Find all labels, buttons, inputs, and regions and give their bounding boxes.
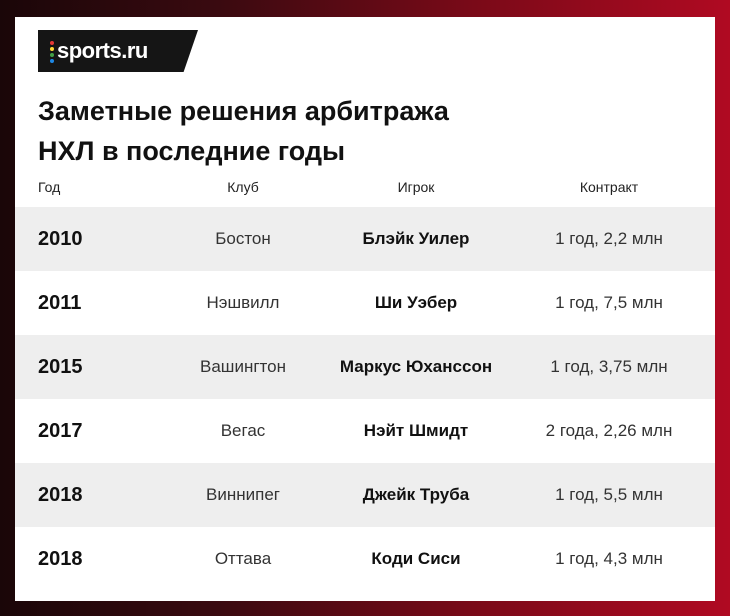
cell-year: 2017 (38, 420, 83, 442)
cell-club: Вегас (220, 421, 266, 440)
title-line-2: НХЛ в последние годы (38, 136, 346, 166)
cell-player: Коди Сиси (371, 549, 461, 568)
logo-dot-yellow (50, 47, 54, 51)
page-title: Заметные решения арбитража НХЛ в последн… (38, 91, 598, 171)
table-body: 2010 Бостон Блэйк Уилер 1 год, 2,2 млн 2… (15, 207, 715, 591)
cell-year: 2010 (38, 228, 83, 250)
logo-dot-red (50, 41, 54, 45)
title-line-1: Заметные решения арбитража (38, 96, 449, 126)
table-row: 2010 Бостон Блэйк Уилер 1 год, 2,2 млн (15, 207, 715, 271)
cell-contract: 1 год, 3,75 млн (550, 357, 668, 376)
cell-year: 2018 (38, 484, 83, 506)
header-player: Игрок (397, 179, 435, 195)
cell-player: Нэйт Шмидт (363, 421, 469, 440)
cell-club: Бостон (215, 229, 271, 248)
infographic-card: sports.ru Заметные решения арбитража НХЛ… (15, 17, 715, 601)
cell-year: 2015 (38, 356, 83, 378)
header-year: Год (38, 179, 61, 195)
table-header: Год Клуб Игрок Контракт (15, 179, 715, 201)
logo-dot-green (50, 53, 54, 57)
cell-player: Блэйк Уилер (362, 229, 470, 248)
cell-club: Оттава (214, 549, 272, 568)
cell-contract: 1 год, 7,5 млн (555, 293, 663, 312)
cell-contract: 1 год, 2,2 млн (555, 229, 663, 248)
cell-contract: 1 год, 5,5 млн (555, 485, 663, 504)
cell-contract: 1 год, 4,3 млн (555, 549, 663, 568)
logo-text: sports.ru (57, 38, 148, 63)
cell-contract: 2 года, 2,26 млн (545, 421, 673, 440)
sports-ru-logo: sports.ru (38, 30, 198, 72)
logo-dots-icon (50, 41, 54, 63)
cell-year: 2011 (38, 292, 82, 314)
cell-player: Джейк Труба (362, 485, 470, 504)
cell-club: Вашингтон (200, 357, 286, 376)
cell-year: 2018 (38, 548, 83, 570)
cell-club: Виннипег (206, 485, 280, 504)
cell-club: Нэшвилл (206, 293, 280, 312)
logo-dot-blue (50, 59, 54, 63)
table-row: 2017 Вегас Нэйт Шмидт 2 года, 2,26 млн (15, 399, 715, 463)
header-club: Клуб (227, 179, 259, 195)
table-row: 2015 Вашингтон Маркус Юханссон 1 год, 3,… (15, 335, 715, 399)
cell-player: Ши Уэбер (374, 293, 458, 312)
table-row: 2018 Оттава Коди Сиси 1 год, 4,3 млн (15, 527, 715, 591)
cell-player: Маркус Юханссон (339, 357, 493, 376)
table-row: 2018 Виннипег Джейк Труба 1 год, 5,5 млн (15, 463, 715, 527)
table-row: 2011 Нэшвилл Ши Уэбер 1 год, 7,5 млн (15, 271, 715, 335)
header-contract: Контракт (579, 179, 639, 195)
